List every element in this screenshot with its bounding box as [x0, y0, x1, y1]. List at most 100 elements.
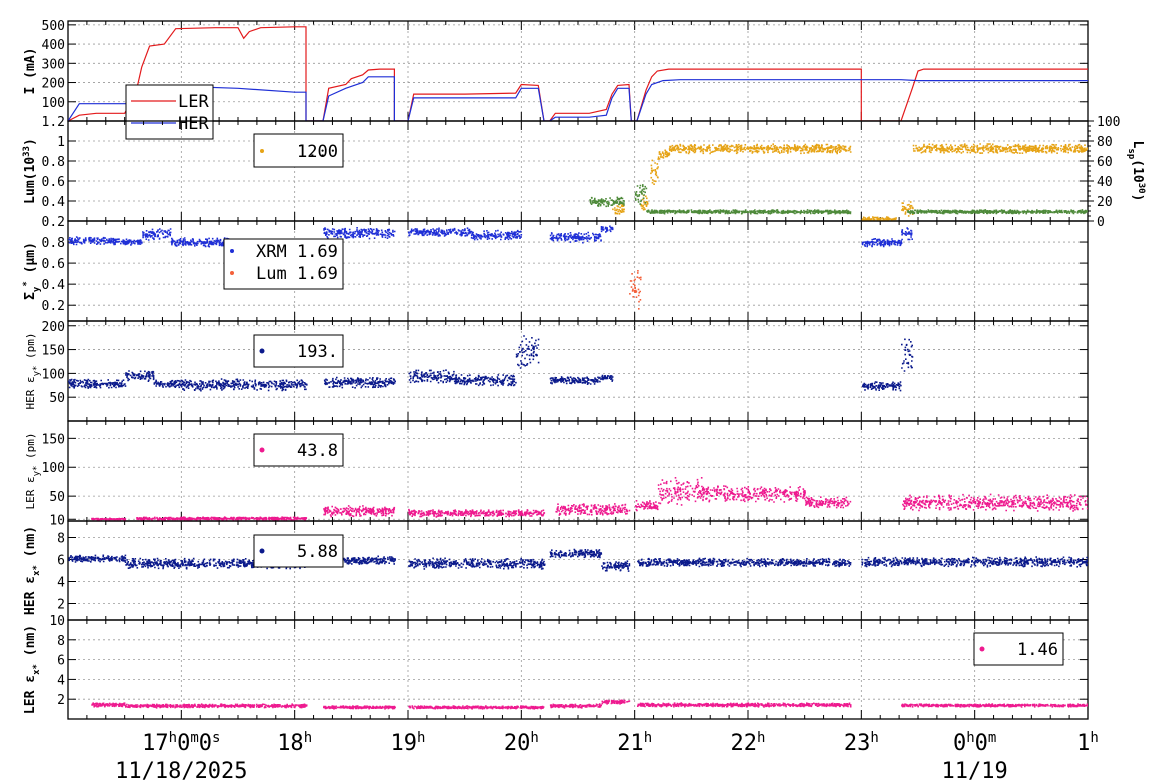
x-tick-main: 18 — [277, 731, 304, 756]
y-tick-label: 100 — [42, 367, 65, 382]
y-tick-label: 150 — [42, 432, 65, 447]
x-tick-label: 19h — [391, 730, 426, 756]
legend-value: 1.0 — [297, 142, 328, 162]
y-tick-label: 300 — [42, 57, 65, 72]
legend-value: 12.0 — [297, 142, 338, 162]
data-group — [68, 548, 1088, 572]
x-tick-sup: h — [530, 730, 538, 746]
y2-axis-label-mid: (10 — [1130, 159, 1145, 183]
y-tick-label: 2 — [57, 693, 65, 708]
x-tick-label: 17h0m0s — [142, 730, 220, 756]
x-tick-main: 1 — [1077, 731, 1090, 756]
legend-dot — [260, 149, 264, 153]
legend-label: Lum 1.69 — [256, 264, 338, 284]
data-group — [68, 225, 914, 310]
legend-value: 1.46 — [1017, 640, 1058, 660]
y-tick-label: 50 — [49, 490, 65, 505]
series-points-her-eps_y — [68, 335, 914, 392]
y-tick-label: 500 — [42, 19, 65, 34]
x-tick-sup: s — [212, 730, 220, 746]
x-tick-main: 0 — [177, 731, 190, 756]
y-tick-label: 1.2 — [42, 115, 65, 130]
y-axis-label-sub: x* — [32, 565, 42, 576]
legend: 12.01.0 — [253, 133, 344, 168]
legend-dot — [259, 348, 265, 354]
panel-frame — [67, 120, 1089, 222]
x-tick-sup: h — [1090, 730, 1098, 746]
legend-box — [253, 433, 344, 467]
legend-value: 193. — [297, 342, 338, 362]
panel-frame — [67, 20, 1089, 122]
series-points-ler-eps_x — [91, 699, 1088, 710]
y-axis-label-text: I (mA) — [23, 48, 38, 95]
x-tick-sup: h — [304, 730, 312, 746]
x-axis-labels: 17h0m0s 18h 19h 20h 21h 22h 23h 0h0m 1h11/18/202… — [115, 730, 1099, 782]
y-tick-label: 6 — [57, 554, 65, 569]
y-axis-label-end: (pm) — [24, 432, 37, 465]
y-tick-label: 8 — [57, 634, 65, 649]
y-axis-label-text: LER ε — [23, 675, 38, 714]
x-date-next: 11/19 — [942, 759, 1008, 782]
legend-box — [253, 334, 344, 368]
x-tick-main: 21 — [617, 731, 644, 756]
y-tick-label: 100 — [42, 461, 65, 476]
legend: 193. — [253, 334, 344, 368]
y2-tick-label: 100 — [1097, 115, 1120, 130]
legend-box — [253, 534, 344, 568]
y-axis-label: Σy* (μm) — [22, 242, 42, 300]
y-axis-label-text: Lum(10 — [23, 157, 38, 204]
y2-tick-label: 60 — [1097, 155, 1113, 170]
y-axis-label-sup: * — [22, 281, 32, 286]
y-axis-label-end: (nm) — [23, 526, 38, 565]
series-points-lum — [629, 270, 642, 310]
y-axis-label-text: Σ — [23, 292, 38, 300]
legend-label: XRM 1.69 — [256, 242, 338, 262]
legend-value: 5.88 — [297, 542, 338, 562]
panel-frame — [67, 420, 1089, 522]
y-axis-label: LER εx* (nm) — [23, 625, 42, 714]
y-axis-label-end: (μm) — [23, 242, 38, 281]
panel-frame — [67, 320, 1089, 422]
legend: 43.8 — [253, 433, 344, 467]
panel-luminosity: 0.4 0.6 0.8 1 0.2 Lum(1033) 0 20 40 60 80 100 Lsp(10… — [22, 115, 1146, 230]
series-line-her — [68, 76, 1088, 121]
series-points-lum — [612, 143, 1088, 221]
y-axis-label-text: LER ε — [24, 476, 37, 509]
legend-box — [125, 84, 214, 140]
y-tick-label: 200 — [42, 77, 65, 92]
y-tick-label: 100 — [42, 96, 65, 111]
x-date-start: 11/18/2025 — [115, 759, 247, 782]
y2-tick-label: 40 — [1097, 175, 1113, 190]
y-tick-label: 150 — [42, 344, 65, 359]
legend-dot — [230, 249, 234, 253]
series-points-ler-eps_y — [91, 477, 1088, 521]
y-axis-label-end: (nm) — [23, 625, 38, 664]
y-axis-label: HER εy* (pm) — [24, 332, 42, 409]
legend-label-her: HER — [178, 114, 209, 134]
y-axis-label: I (mA) — [23, 48, 38, 95]
legend: 1.46 — [973, 632, 1064, 666]
y-axis-label-end: ) — [23, 138, 38, 146]
data-group — [68, 26, 1088, 121]
y-axis-label-sub: y* — [32, 366, 42, 377]
legend-value: 43.8 — [297, 441, 338, 461]
y-axis-label: Lum(1033) — [22, 138, 38, 204]
x-tick-sup: h — [417, 730, 425, 746]
y-tick-label: 2 — [57, 598, 65, 613]
y-tick-label: 10 — [49, 513, 65, 528]
y-tick-label: 200 — [42, 320, 65, 335]
y-axis-label-sup: 33 — [22, 146, 32, 157]
data-group — [589, 143, 1088, 221]
legend-dot — [259, 548, 265, 554]
x-tick-sup: h — [169, 730, 177, 746]
y-axis-label-sub: x* — [32, 664, 42, 675]
y-tick-label: 400 — [42, 38, 65, 53]
series-points-lsp — [589, 184, 1088, 215]
y2-tick-label: 20 — [1097, 195, 1113, 210]
y-tick-label: 0.6 — [42, 175, 65, 190]
legend-label-ler: LER — [178, 92, 209, 112]
